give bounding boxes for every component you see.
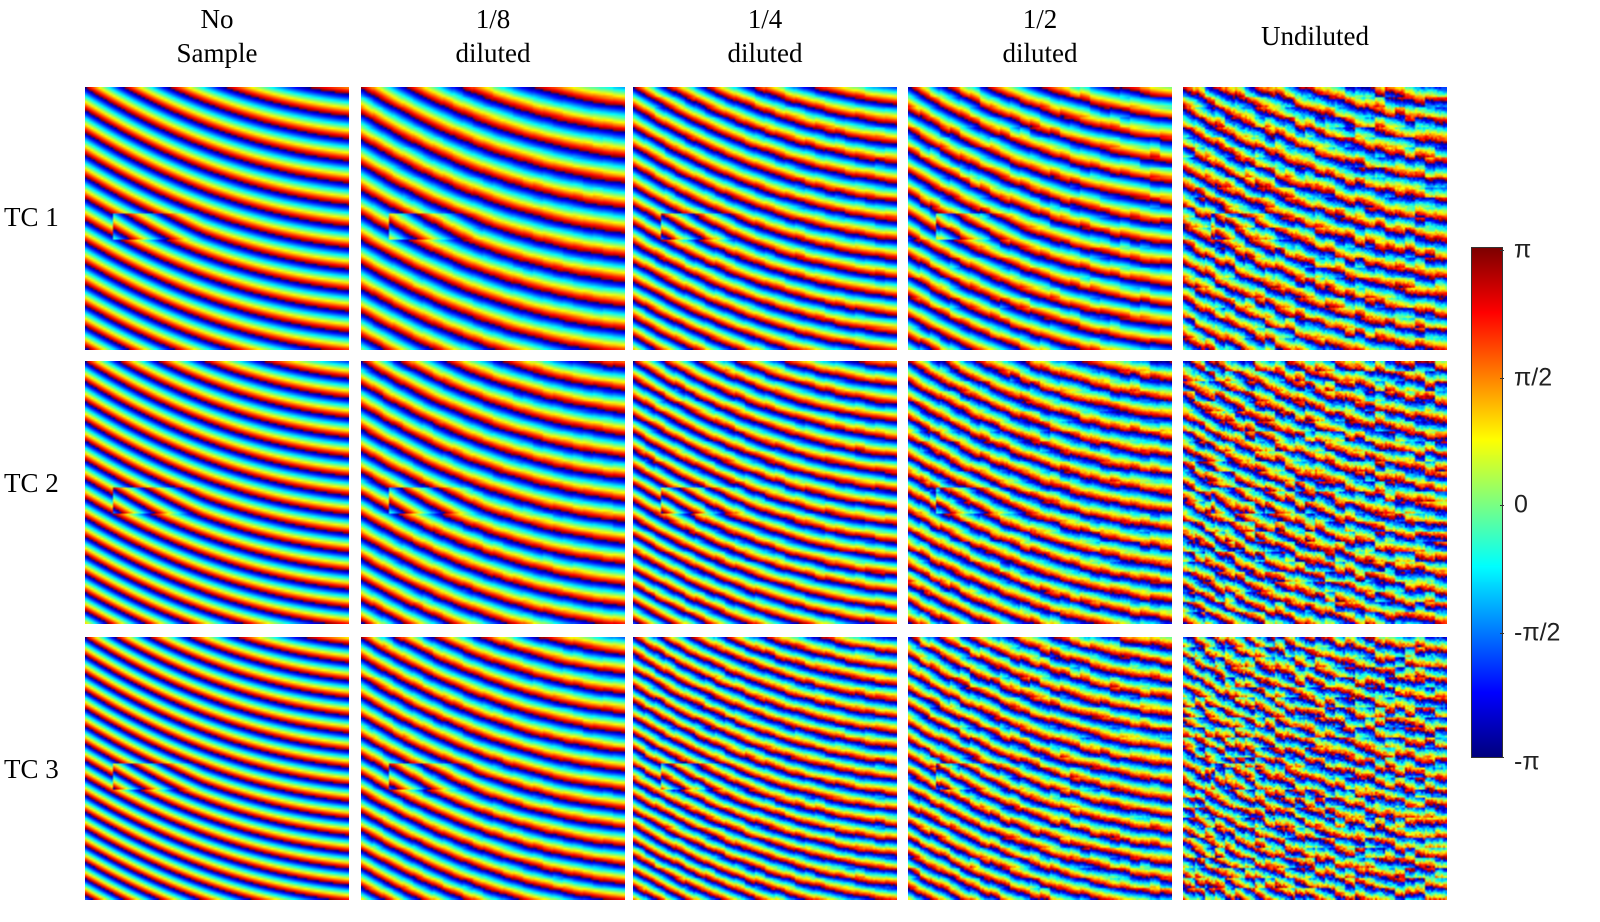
column-header: 1/4 diluted: [633, 2, 897, 70]
column-header: 1/8 diluted: [361, 2, 625, 70]
phase-map-panel: [633, 87, 897, 350]
phase-map-panel: [1183, 87, 1447, 350]
phase-map-panel: [361, 361, 625, 624]
colorbar-tick-mark: [1500, 378, 1504, 379]
column-header-line2: Sample: [176, 38, 258, 68]
colorbar-tick-label: -π/2: [1514, 618, 1561, 647]
row-label: TC 3: [4, 754, 59, 784]
column-header-line1: 1/4: [747, 4, 783, 34]
colorbar-tick-mark: [1500, 250, 1504, 251]
colorbar-tick-mark: [1500, 633, 1504, 634]
column-header-line1: 1/2: [1022, 4, 1058, 34]
column-header: No Sample: [85, 2, 349, 70]
phase-map-panel: [85, 361, 349, 624]
colorbar-tick-mark: [1500, 757, 1504, 758]
colorbar-tick-label: -π: [1514, 747, 1540, 776]
column-header-line2: diluted: [727, 38, 803, 68]
colorbar-tick-label: π: [1514, 235, 1532, 264]
phase-map-panel: [633, 361, 897, 624]
column-header: Undiluted: [1183, 19, 1447, 53]
phase-map-panel: [85, 637, 349, 900]
phase-map-panel: [85, 87, 349, 350]
column-header-line1: No: [200, 4, 234, 34]
phase-map-panel: [361, 87, 625, 350]
row-label: TC 2: [4, 468, 59, 498]
phase-map-panel: [908, 87, 1172, 350]
column-header-line1: 1/8: [475, 4, 511, 34]
phase-map-panel: [908, 637, 1172, 900]
phase-map-panel: [908, 361, 1172, 624]
phase-map-panel: [1183, 361, 1447, 624]
column-header-line2: diluted: [455, 38, 531, 68]
phase-map-panel: [361, 637, 625, 900]
row-label: TC 1: [4, 202, 59, 232]
colorbar-tick-label: π/2: [1514, 363, 1553, 392]
column-header-line2: diluted: [1002, 38, 1078, 68]
phase-map-panel: [1183, 637, 1447, 900]
colorbar-tick-mark: [1500, 505, 1504, 506]
column-header-line2: Undiluted: [1261, 21, 1369, 51]
colorbar-tick-label: 0: [1514, 490, 1528, 519]
column-header: 1/2 diluted: [908, 2, 1172, 70]
phase-map-panel: [633, 637, 897, 900]
colorbar: [1471, 247, 1503, 758]
